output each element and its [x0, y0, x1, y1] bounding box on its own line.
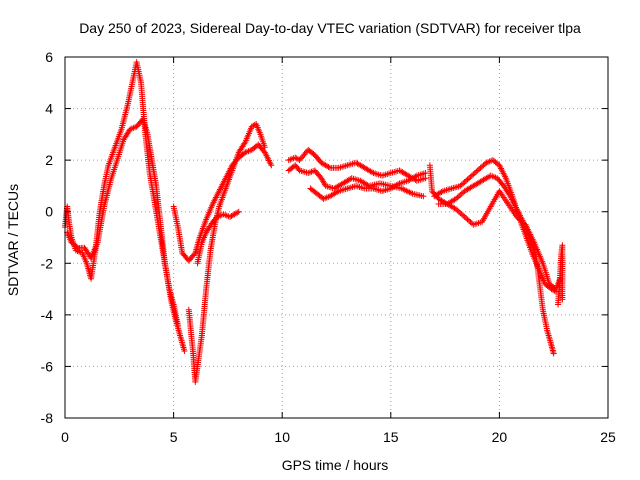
plot-frame	[64, 56, 609, 419]
data-point	[460, 180, 467, 187]
data-point	[467, 173, 474, 180]
data-point	[468, 172, 475, 179]
data-point	[506, 191, 513, 198]
series-track-h	[307, 170, 429, 202]
data-point	[467, 219, 474, 226]
data-point	[461, 179, 468, 186]
y-tick-label: 0	[45, 204, 53, 220]
data-point	[268, 162, 275, 169]
data-point	[471, 170, 478, 177]
data-point	[334, 188, 341, 195]
data-point	[457, 182, 464, 189]
y-axis-label: SDTVAR / TECUs	[5, 184, 21, 296]
data-point	[559, 296, 566, 303]
data-point	[174, 322, 181, 329]
data-point	[73, 243, 80, 250]
data-point	[470, 171, 477, 178]
data-point	[234, 209, 241, 216]
data-point	[191, 251, 198, 258]
data-point	[460, 212, 467, 219]
series-track-g	[285, 146, 429, 184]
data-point	[457, 210, 464, 217]
x-axis-label: GPS time / hours	[282, 457, 389, 473]
data-point	[295, 156, 302, 163]
data-point	[463, 177, 470, 184]
data-point	[454, 194, 461, 201]
series-track-l	[555, 242, 566, 308]
data-point	[464, 176, 471, 183]
data-point	[479, 163, 486, 170]
data-point	[473, 168, 480, 175]
y-tick-label: 4	[45, 101, 53, 117]
data-point	[325, 164, 332, 171]
series-track-k	[435, 172, 557, 357]
data-point	[261, 144, 268, 151]
x-tick-label: 15	[383, 429, 399, 445]
data-point	[395, 181, 402, 188]
data-point	[181, 347, 188, 354]
data-point	[480, 162, 487, 169]
data-point	[458, 181, 465, 188]
data-point	[465, 217, 472, 224]
y-tick-label: -2	[41, 255, 54, 271]
x-tick-label: 25	[600, 429, 616, 445]
data-point	[476, 166, 483, 173]
series-track-f	[285, 162, 427, 200]
data-point	[477, 164, 484, 171]
x-tick-label: 10	[274, 429, 290, 445]
y-tick-label: -8	[41, 410, 54, 426]
data-point	[457, 191, 464, 198]
data-point	[438, 188, 445, 195]
data-point	[452, 206, 459, 213]
axes: 0 5 10 15 20 25 -8 -6 -4 -2 0 2 4 6	[41, 49, 616, 445]
series-track-b	[64, 115, 181, 329]
data-point	[412, 173, 419, 180]
data-point	[481, 161, 488, 168]
chart-title: Day 250 of 2023, Sidereal Day-to-day VTE…	[79, 20, 581, 36]
data-point	[454, 207, 461, 214]
data-point	[458, 190, 465, 197]
y-tick-label: -4	[41, 307, 54, 323]
series-track-a	[62, 59, 188, 354]
data-point	[241, 140, 248, 147]
data-point	[458, 211, 465, 218]
data-point	[463, 215, 470, 222]
x-tick-label: 5	[170, 429, 178, 445]
data-point	[455, 193, 462, 200]
data-point	[461, 213, 468, 220]
series-track-e	[194, 208, 242, 267]
data-point	[422, 170, 429, 177]
data-point	[420, 193, 427, 200]
data-series	[62, 59, 566, 385]
data-point	[474, 167, 481, 174]
y-tick-label: 2	[45, 152, 53, 168]
data-point	[235, 208, 242, 215]
data-point	[464, 216, 471, 223]
x-tick-label: 20	[492, 429, 508, 445]
data-point	[368, 169, 375, 176]
data-point	[422, 175, 429, 182]
data-point	[465, 175, 472, 182]
data-point	[550, 350, 557, 357]
y-tick-label: -6	[41, 358, 54, 374]
y-tick-label: 6	[45, 49, 53, 65]
data-point	[455, 208, 462, 215]
series-track-i	[426, 162, 564, 293]
data-point	[452, 195, 459, 202]
x-tick-label: 0	[61, 429, 69, 445]
data-point	[552, 288, 559, 295]
series-track-d	[185, 121, 268, 385]
